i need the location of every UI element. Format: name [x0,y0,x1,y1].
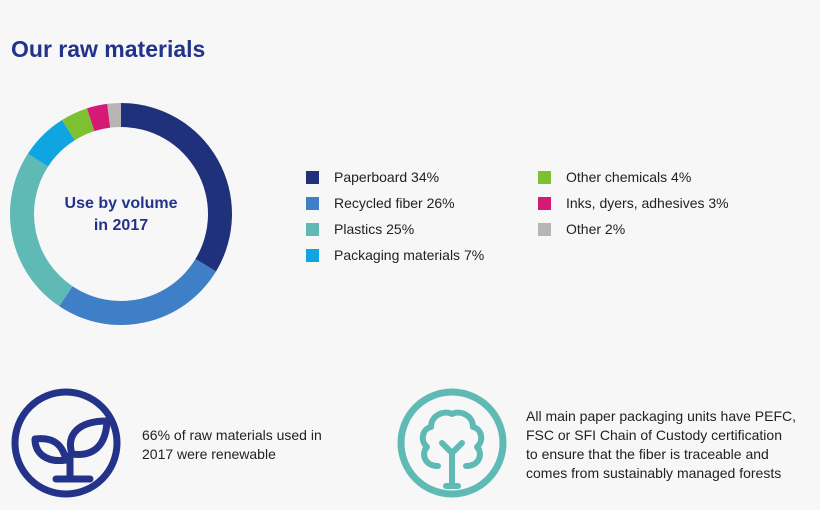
legend-item: Paperboard 34% [306,164,484,190]
legend-label: Recycled fiber 26% [334,195,455,211]
legend-swatch [306,222,319,236]
fact-line: 66% of raw materials used in [142,427,322,443]
legend-swatch [306,170,319,184]
legend-swatch [306,248,319,262]
donut-center-label: Use by volume in 2017 [41,193,201,237]
legend-col-1: Paperboard 34% Recycled fiber 26% Plasti… [306,164,484,268]
donut-slice [107,103,121,128]
fact-line: FSC or SFI Chain of Custody certificatio… [526,427,782,443]
donut-slice [62,108,95,141]
legend-swatch [538,196,551,210]
fact-line: All main paper packaging units have PEFC… [526,408,797,424]
center-label-line: in 2017 [93,217,149,234]
legend-label: Paperboard 34% [334,169,440,185]
fact-line: to ensure that the fiber is traceable an… [526,446,769,462]
legend-swatch [538,170,551,184]
legend-label: Packaging materials 7% [334,247,485,263]
legend-item: Recycled fiber 26% [306,190,484,216]
legend-label: Plastics 25% [334,221,415,237]
legend-swatch [306,196,319,210]
donut-slice [27,119,75,167]
legend-item: Other chemicals 4% [538,164,729,190]
tree-icon [397,388,507,498]
legend-label: Other 2% [566,221,626,237]
center-label-line: Use by volume [64,195,178,212]
legend-item: Packaging materials 7% [306,242,484,268]
legend-swatch [538,222,551,236]
donut-slice [121,103,233,272]
donut-slice [9,153,73,307]
donut-slice [87,103,111,132]
legend-item: Inks, dyers, adhesives 3% [538,190,729,216]
fact-line: 2017 were renewable [142,446,276,462]
legend-item: Plastics 25% [306,216,484,242]
legend-label: Inks, dyers, adhesives 3% [566,195,729,211]
fact-certification: All main paper packaging units have PEFC… [526,407,796,483]
donut-slice [59,259,216,325]
plant-sprout-icon [11,388,121,498]
legend-label: Other chemicals 4% [566,169,692,185]
fact-line: comes from sustainably managed forests [526,465,782,481]
legend-item: Other 2% [538,216,729,242]
page-title: Our raw materials [11,36,206,62]
donut-chart [9,103,233,325]
legend-col-2: Other chemicals 4% Inks, dyers, adhesive… [538,164,729,242]
fact-renewable: 66% of raw materials used in 2017 were r… [142,426,322,464]
